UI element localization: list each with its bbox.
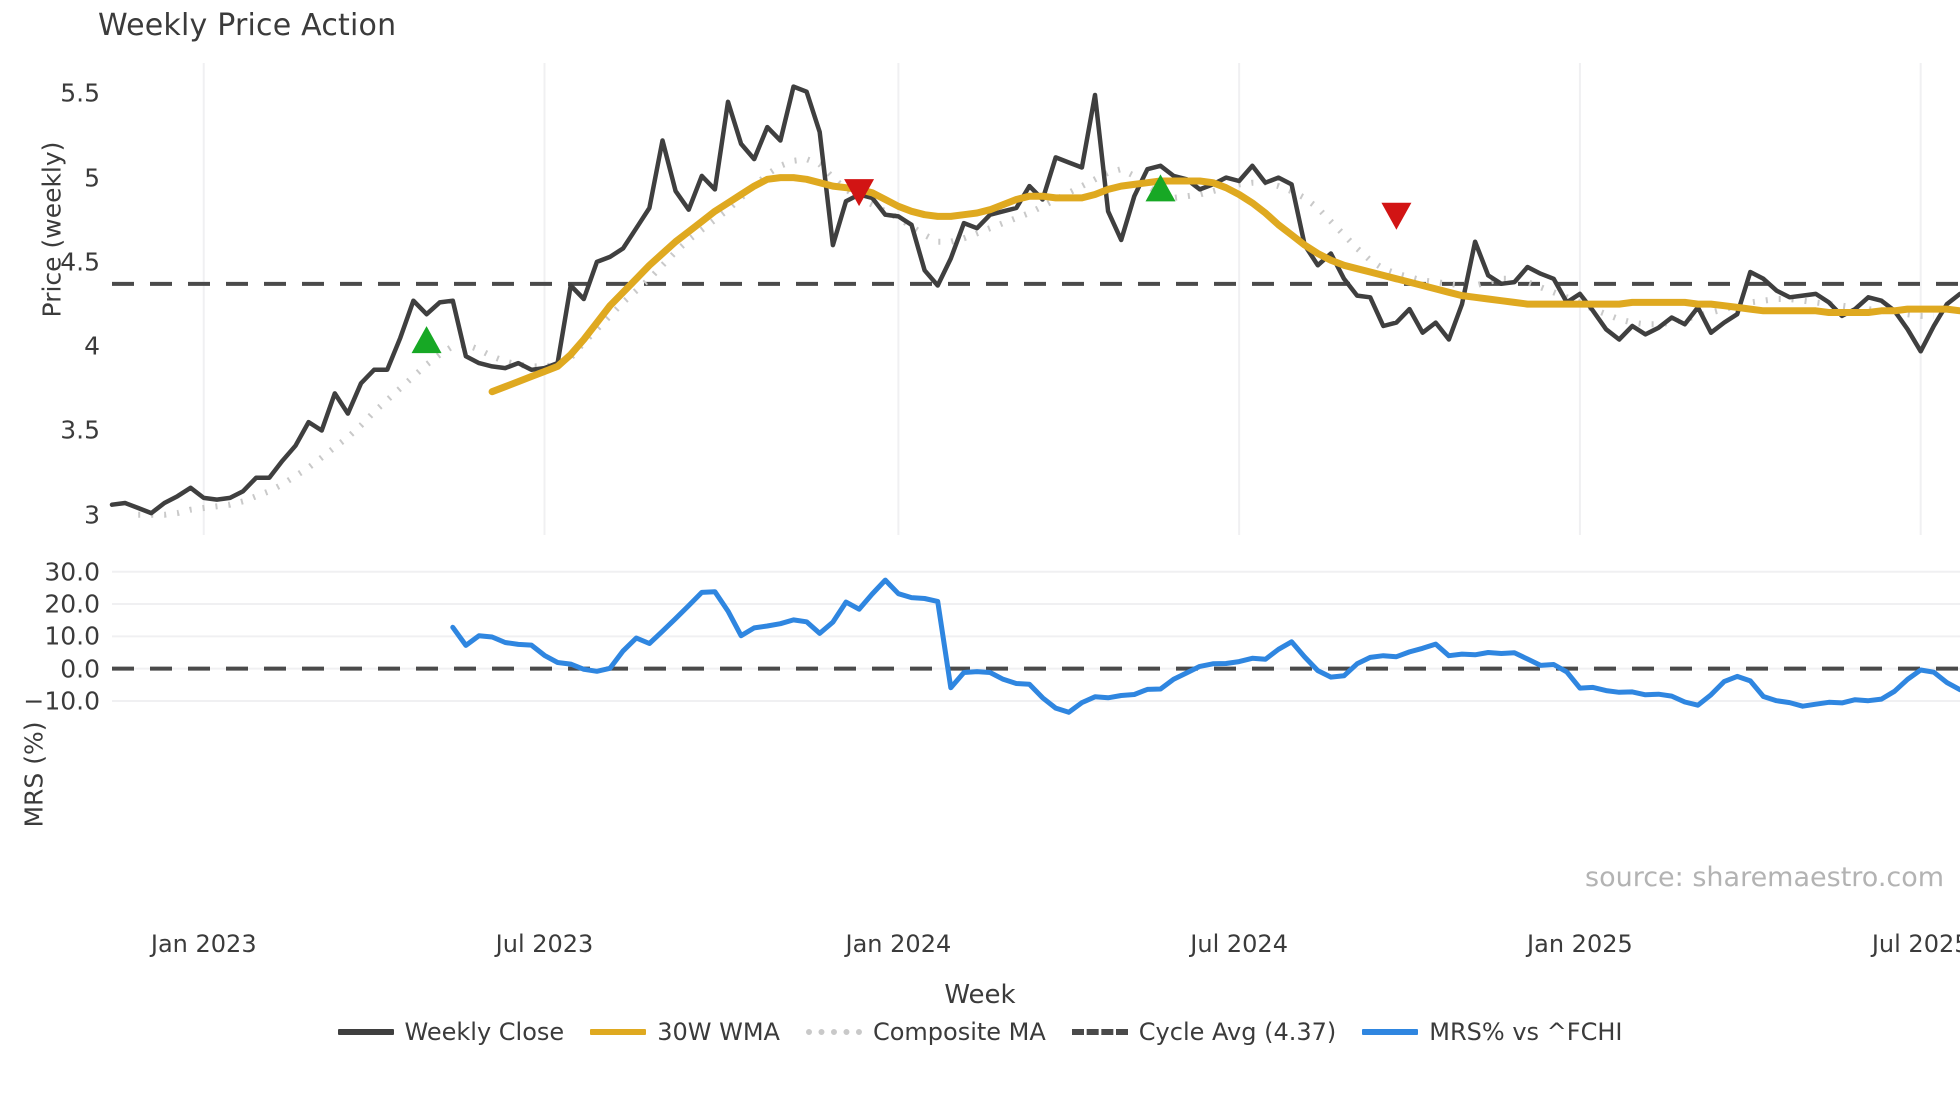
legend-label: MRS% vs ^FCHI bbox=[1429, 1018, 1623, 1046]
legend-item[interactable]: Cycle Avg (4.37) bbox=[1071, 1018, 1337, 1046]
legend-label: Cycle Avg (4.37) bbox=[1138, 1018, 1337, 1046]
sell-marker bbox=[844, 179, 875, 207]
legend-swatch-solid bbox=[337, 1029, 394, 1035]
mrs-y-tick: 30.0 bbox=[44, 557, 100, 587]
legend-item[interactable]: 30W WMA bbox=[590, 1018, 780, 1046]
mrs-chart-panel bbox=[112, 562, 1960, 722]
legend-item[interactable]: Weekly Close bbox=[337, 1018, 565, 1046]
legend-label: 30W WMA bbox=[657, 1018, 780, 1046]
sell-marker bbox=[1381, 202, 1412, 230]
chart-legend: Weekly Close 30W WMA Composite MA Cycle Avg… bbox=[0, 1018, 1960, 1046]
price-y-tick: 5 bbox=[84, 163, 100, 193]
x-tick: Jan 2025 bbox=[1527, 930, 1633, 958]
legend-label: Composite MA bbox=[872, 1018, 1046, 1046]
buy-marker bbox=[1145, 174, 1176, 202]
legend-swatch-solid bbox=[590, 1029, 647, 1035]
x-tick: Jan 2023 bbox=[150, 930, 257, 958]
legend-swatch-dotted bbox=[805, 1029, 862, 1035]
price-chart-panel bbox=[109, 63, 1960, 535]
mrs-y-tick: 10.0 bbox=[44, 621, 100, 651]
buy-marker bbox=[411, 326, 442, 354]
wma-line bbox=[488, 174, 1960, 396]
x-axis-label: Week bbox=[944, 980, 1016, 1010]
price-y-tick: 5.5 bbox=[60, 78, 100, 108]
legend-item[interactable]: MRS% vs ^FCHI bbox=[1362, 1018, 1622, 1046]
mrs-y-tick: 0.0 bbox=[60, 654, 100, 684]
price-axis-label: Price (weekly) bbox=[37, 141, 67, 318]
x-tick: Jul 2025 bbox=[1871, 930, 1960, 958]
price-y-tick: 3 bbox=[84, 500, 100, 530]
page-title: Weekly Price Action bbox=[98, 8, 397, 43]
composite-ma-line bbox=[138, 156, 1934, 518]
legend-label: Weekly Close bbox=[404, 1018, 565, 1046]
price-y-tick: 4 bbox=[84, 331, 100, 361]
mrs-line bbox=[450, 577, 1960, 715]
legend-swatch-solid bbox=[1362, 1029, 1419, 1035]
mrs-y-tick: −10.0 bbox=[23, 686, 100, 716]
x-tick: Jul 2024 bbox=[1190, 930, 1288, 958]
mrs-y-tick: 20.0 bbox=[44, 589, 100, 619]
price-y-tick: 4.5 bbox=[60, 247, 100, 277]
legend-swatch-dashed bbox=[1071, 1029, 1128, 1035]
legend-item[interactable]: Composite MA bbox=[805, 1018, 1046, 1046]
x-tick: Jul 2023 bbox=[495, 930, 594, 958]
x-tick: Jan 2024 bbox=[845, 930, 952, 958]
price-y-tick: 3.5 bbox=[60, 415, 100, 445]
source-watermark: source: sharemaestro.com bbox=[1585, 862, 1945, 893]
